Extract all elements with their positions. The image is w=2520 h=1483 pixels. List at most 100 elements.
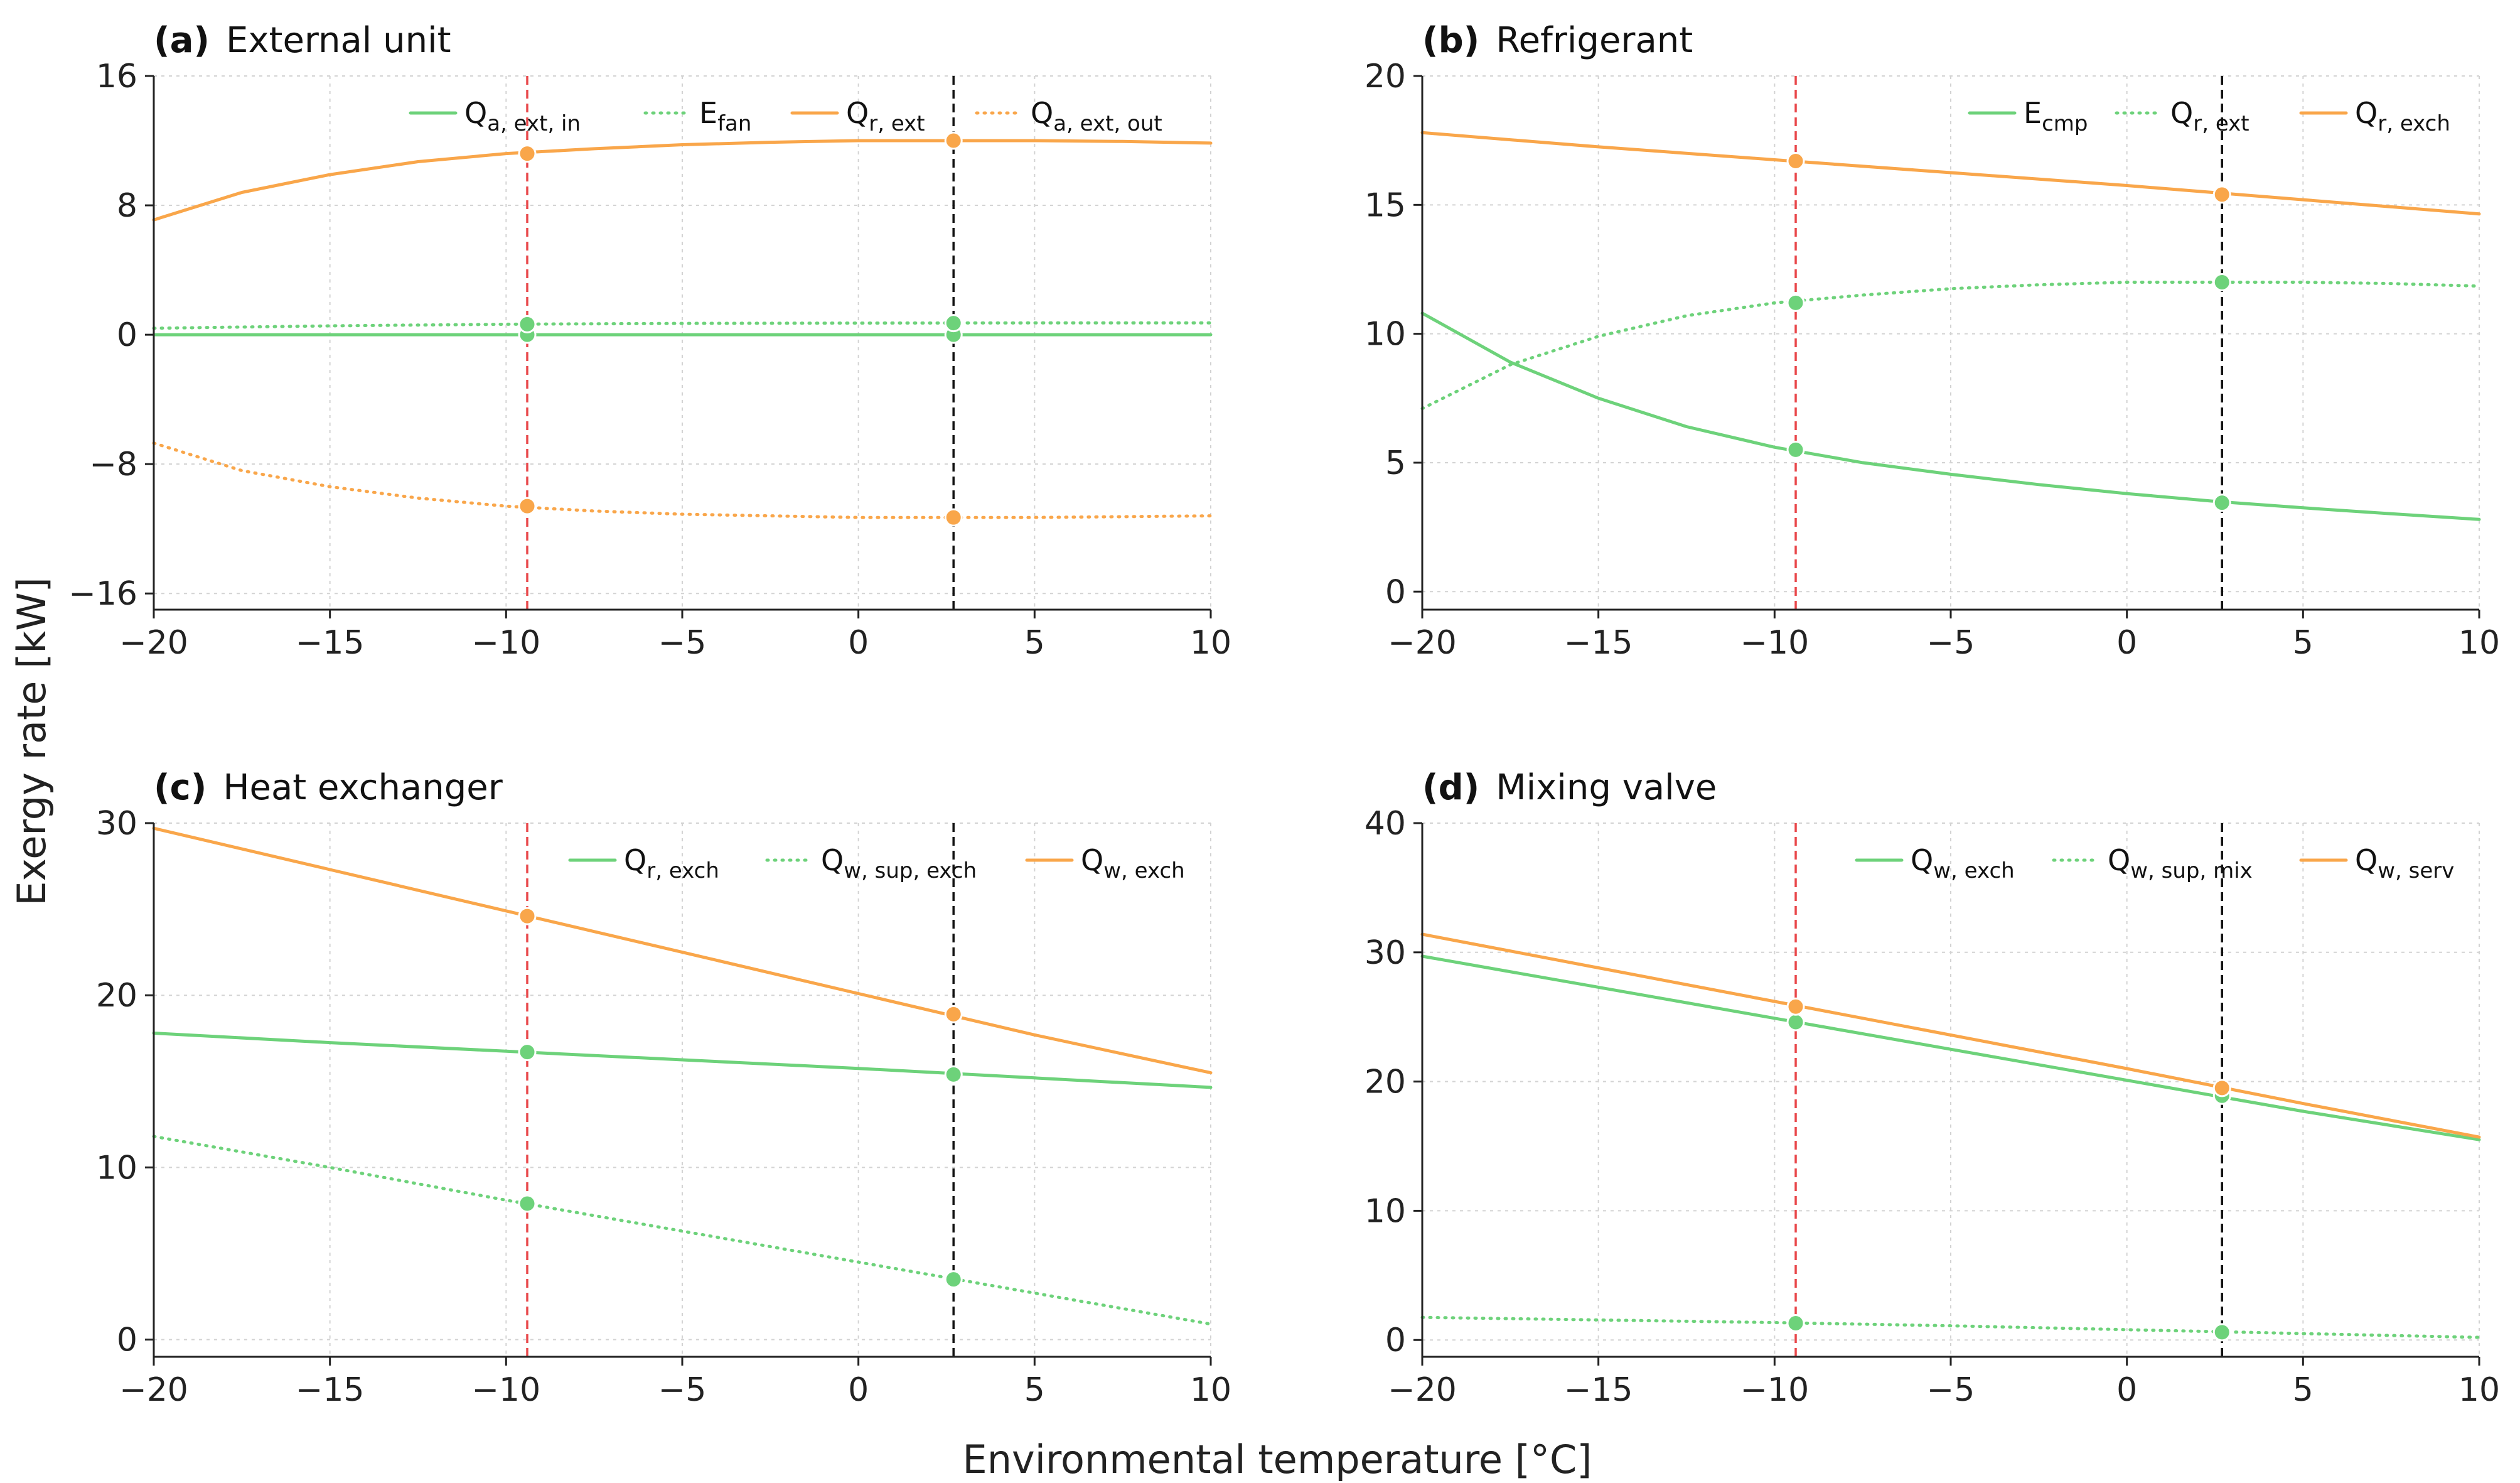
legend-label: Qr, ext bbox=[2170, 96, 2249, 136]
y-tick-label: 20 bbox=[96, 977, 137, 1015]
legend-label: Ecmp bbox=[2024, 96, 2088, 136]
legend-label-main: Q bbox=[821, 843, 844, 877]
series-marker-2 bbox=[944, 1270, 963, 1289]
panel-1: −20 −15 −10 −5 0 5 10 −16 −8 0 8 16 (a) External unit… bbox=[68, 20, 1231, 662]
legend-label-sub: a, ext, in bbox=[487, 111, 581, 136]
y-tick-label: 0 bbox=[1385, 1322, 1406, 1359]
x-tick-label: −5 bbox=[658, 624, 707, 662]
legend-label-sub: a, ext, out bbox=[1053, 111, 1162, 136]
legend-label-sub: w, exch bbox=[1933, 858, 2015, 883]
series-marker-2 bbox=[518, 1194, 537, 1213]
x-tick-label: −15 bbox=[1564, 1371, 1633, 1409]
legend-item-3: Qr, ext bbox=[790, 96, 925, 136]
legend-label-sub: w, serv bbox=[2378, 858, 2454, 883]
legend: Qr, exch Qw, sup, exch Qw, exch bbox=[568, 843, 1185, 883]
legend-item-4: Qa, ext, out bbox=[975, 96, 1162, 136]
x-tick-label: 0 bbox=[2116, 624, 2137, 662]
x-tick-label: 10 bbox=[2458, 624, 2500, 662]
panel-title-text: Refrigerant bbox=[1496, 20, 1693, 61]
legend-label-main: Q bbox=[2355, 843, 2378, 877]
series-line-2 bbox=[152, 321, 1213, 330]
legend-item-2: Efan bbox=[643, 96, 751, 136]
x-tick-label: 5 bbox=[2293, 624, 2314, 662]
x-tick-label: 5 bbox=[1024, 1371, 1045, 1409]
y-tick-label: 30 bbox=[1365, 934, 1406, 972]
x-tick-label: 10 bbox=[2458, 1371, 2500, 1409]
y-tick-label: 8 bbox=[117, 187, 137, 225]
legend: Qa, ext, in Efan Qr, ext Qa, ext, out bbox=[409, 96, 1162, 136]
x-tick-label: −20 bbox=[1388, 1371, 1457, 1409]
panel-3: −20 −15 −10 −5 0 5 10 0 10 20 30 (c) Heat exchanger Q… bbox=[96, 767, 1231, 1409]
panel-title-text: Mixing valve bbox=[1496, 767, 1717, 808]
series-marker-1 bbox=[1786, 440, 1805, 459]
series-line-1 bbox=[152, 1032, 1213, 1089]
y-tick-label: 40 bbox=[1365, 805, 1406, 843]
series-line-2 bbox=[1420, 281, 2481, 411]
legend-item-2: Qr, ext bbox=[2115, 96, 2249, 136]
legend-label: Qw, sup, mix bbox=[2108, 843, 2253, 883]
legend-label: Qw, sup, exch bbox=[821, 843, 977, 883]
legend-label-main: Q bbox=[1911, 843, 1933, 877]
y-tick-label: 16 bbox=[96, 58, 137, 95]
legend-label-main: Q bbox=[2355, 96, 2378, 130]
series-marker-3 bbox=[944, 1005, 963, 1023]
series-line-3 bbox=[1420, 131, 2481, 216]
y-tick-label: 20 bbox=[1365, 1064, 1406, 1101]
x-tick-label: 5 bbox=[1024, 624, 1045, 662]
series-marker-4 bbox=[944, 508, 963, 527]
legend-item-2: Qw, sup, mix bbox=[2052, 843, 2253, 883]
series-marker-2 bbox=[518, 315, 537, 333]
y-axis-label: Exergy rate [kW] bbox=[9, 577, 55, 906]
legend-label-main: E bbox=[2024, 96, 2042, 130]
x-tick-label: −10 bbox=[471, 1371, 540, 1409]
legend-label-sub: r, exch bbox=[2378, 111, 2450, 136]
series-line-4 bbox=[152, 441, 1213, 519]
series-line-1 bbox=[1420, 954, 2481, 1141]
series-marker-4 bbox=[518, 497, 537, 515]
y-tick-label: 10 bbox=[1365, 316, 1406, 353]
series-marker-2 bbox=[1786, 1313, 1805, 1332]
legend-label: Qw, serv bbox=[2355, 843, 2454, 883]
series-marker-3 bbox=[944, 131, 963, 150]
legend-label-sub: w, sup, mix bbox=[2130, 858, 2253, 883]
panel-4: −20 −15 −10 −5 0 5 10 0 10 20 30 40 (d) Mixing valve Q… bbox=[1365, 767, 2500, 1409]
legend-label-main: Q bbox=[464, 96, 487, 130]
x-tick-label: −10 bbox=[1740, 624, 1809, 662]
y-tick-label: 10 bbox=[96, 1149, 137, 1187]
y-tick-label: 0 bbox=[1385, 573, 1406, 611]
x-tick-label: −20 bbox=[1388, 624, 1457, 662]
y-tick-label: 5 bbox=[1385, 445, 1406, 482]
x-tick-label: −10 bbox=[1740, 1371, 1809, 1409]
y-tick-label: 20 bbox=[1365, 58, 1406, 95]
legend-label-main: Q bbox=[846, 96, 869, 130]
series-marker-1 bbox=[944, 1065, 963, 1084]
y-tick-label: −16 bbox=[68, 575, 137, 613]
x-tick-label: 0 bbox=[848, 1371, 869, 1409]
panel-title: (a) External unit bbox=[154, 20, 451, 61]
panel-letter: (d) bbox=[1422, 767, 1479, 808]
y-tick-label: 30 bbox=[96, 805, 137, 843]
series-marker-2 bbox=[1786, 293, 1805, 312]
x-tick-label: −15 bbox=[1564, 624, 1633, 662]
panel-letter: (b) bbox=[1422, 20, 1479, 61]
series-marker-3 bbox=[1786, 152, 1805, 171]
series-line-2 bbox=[152, 1135, 1213, 1326]
legend-label-main: Q bbox=[2170, 96, 2193, 130]
panel-letter: (c) bbox=[154, 767, 206, 808]
x-axis-label: Environmental temperature [°C] bbox=[963, 1437, 1592, 1482]
series-line-3 bbox=[152, 139, 1213, 222]
series-line-3 bbox=[1420, 932, 2481, 1139]
legend: Qw, exch Qw, sup, mix Qw, serv bbox=[1855, 843, 2454, 883]
y-tick-label: 10 bbox=[1365, 1192, 1406, 1230]
series-marker-2 bbox=[2212, 1323, 2231, 1342]
series-line-3 bbox=[152, 826, 1213, 1075]
legend-label-sub: cmp bbox=[2042, 111, 2088, 136]
series-marker-2 bbox=[2212, 273, 2231, 292]
x-tick-label: 5 bbox=[2293, 1371, 2314, 1409]
legend-item-1: Qw, exch bbox=[1855, 843, 2015, 883]
panel-letter: (a) bbox=[154, 20, 210, 61]
x-tick-label: 10 bbox=[1190, 624, 1231, 662]
x-tick-label: −5 bbox=[1927, 624, 1975, 662]
x-tick-label: −10 bbox=[471, 624, 540, 662]
